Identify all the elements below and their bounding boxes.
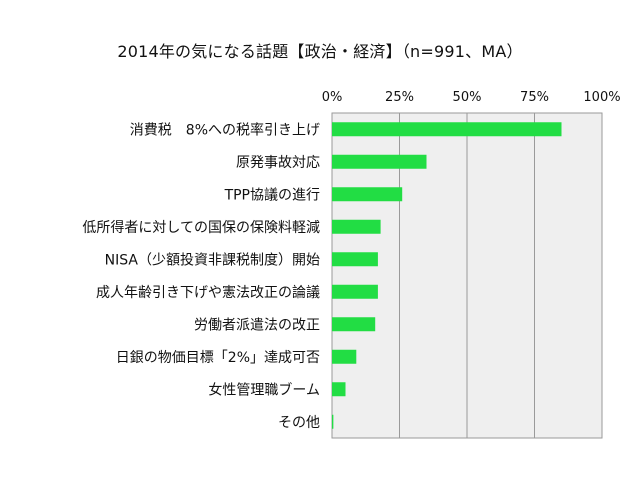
x-tick-label: 100% [583,90,620,105]
bar [332,252,378,267]
category-label: 成人年齢引き下げや憲法改正の論議 [96,284,320,301]
x-tick-label: 75% [520,90,549,105]
bar [332,284,378,299]
category-label: TPP協議の進行 [224,186,320,203]
category-label: 低所得者に対しての国保の保険料軽減 [82,219,320,236]
bar [332,154,427,169]
category-label: 女性管理職ブーム [208,381,320,398]
x-tick-label: 50% [453,90,482,105]
x-tick-label: 0% [322,90,343,105]
chart-title: 2014年の気になる話題【政治・経済】（n=991、MA） [117,42,523,61]
category-label: 労働者派遣法の改正 [194,317,320,333]
bar [332,382,346,397]
category-label: 消費税 8%への税率引き上げ [130,121,320,138]
category-label: その他 [278,415,320,431]
bar [332,349,357,364]
category-label: 原発事故対応 [236,155,320,171]
x-axis-ticks: 0% 25% 50% 75% 100% [322,90,621,105]
category-label: 日銀の物価目標「2%」達成可否 [116,350,320,366]
bar [332,187,403,202]
bar [332,219,381,234]
category-label: NISA（少額投資非課税制度）開始 [105,252,320,268]
bar [332,317,376,332]
bars [332,122,562,429]
x-tick-label: 25% [385,90,414,105]
bar [332,122,562,137]
bar [332,414,334,429]
